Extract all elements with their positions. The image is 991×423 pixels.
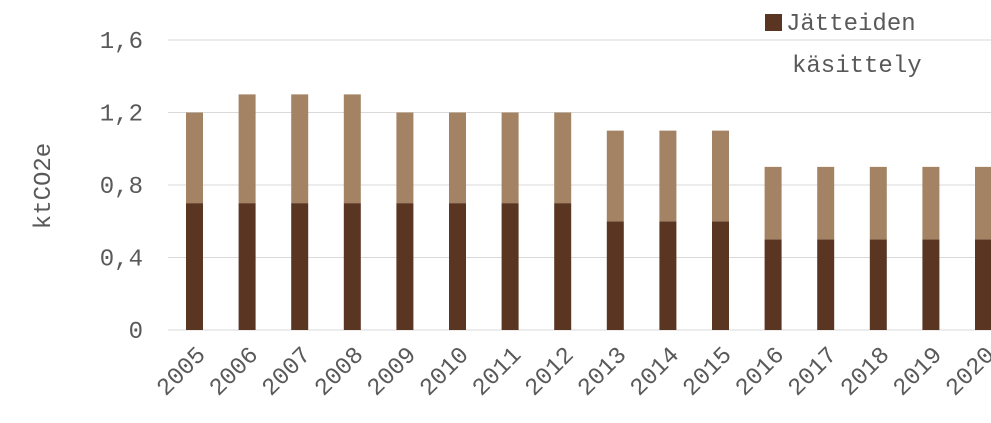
y-tick-label: 0,8 [100, 174, 143, 201]
bar-segment-jatteiden-kasittely [186, 203, 203, 330]
bar-segment-upper [291, 94, 309, 204]
bar-segment-upper [922, 166, 940, 240]
bar-segment-jatteiden-kasittely [343, 203, 361, 330]
x-tick-label: 2010 [415, 343, 475, 403]
bar-segment-jatteiden-kasittely [238, 203, 256, 330]
x-tick-label: 2012 [521, 343, 581, 403]
bar-segment-jatteiden-kasittely [922, 239, 940, 330]
x-tick-label: 2008 [310, 343, 370, 403]
x-tick-label: 2013 [573, 343, 633, 403]
x-tick-label: 2007 [258, 343, 318, 403]
bar-segment-jatteiden-kasittely [291, 203, 309, 330]
x-tick-label: 2016 [731, 343, 791, 403]
bar-segment-upper [659, 130, 677, 222]
bar-segment-upper [186, 112, 203, 204]
bar-segment-upper [343, 94, 361, 204]
x-tick-label: 2018 [836, 343, 896, 403]
x-tick-label: 2006 [205, 343, 265, 403]
y-tick-label: 0,4 [100, 247, 143, 274]
bar-segment-jatteiden-kasittely [712, 221, 729, 330]
bar-segment-upper [606, 130, 624, 222]
bar-segment-upper [554, 112, 572, 204]
bar-segment-upper [817, 166, 835, 240]
bar-segment-jatteiden-kasittely [869, 239, 887, 330]
y-tick-label: 0 [129, 319, 143, 346]
y-tick-label: 1,6 [100, 29, 143, 56]
bar-segment-jatteiden-kasittely [501, 203, 519, 330]
bar-segment-jatteiden-kasittely [764, 239, 782, 330]
bars [186, 94, 991, 330]
legend-label-line-2: käsittely [792, 53, 922, 80]
bar-segment-upper [396, 112, 414, 204]
bar-segment-upper [449, 112, 466, 204]
bar-segment-jatteiden-kasittely [396, 203, 414, 330]
bar-segment-upper [869, 166, 887, 240]
bar-segment-jatteiden-kasittely [606, 221, 624, 330]
x-tick-label: 2011 [468, 343, 528, 403]
x-tick-label: 2009 [363, 343, 423, 403]
y-tick-label: 1,2 [100, 102, 143, 129]
bar-segment-upper [764, 166, 782, 240]
bar-segment-jatteiden-kasittely [449, 203, 466, 330]
bar-segment-jatteiden-kasittely [817, 239, 835, 330]
bar-segment-upper [975, 166, 991, 240]
legend-swatch [765, 14, 782, 31]
x-tick-label: 2019 [889, 343, 949, 403]
legend: Jätteiden käsittely [765, 11, 922, 80]
bar-segment-jatteiden-kasittely [554, 203, 572, 330]
bar-segment-jatteiden-kasittely [975, 239, 991, 330]
y-axis-title: ktCO2e [31, 143, 58, 229]
bar-segment-upper [712, 130, 729, 222]
bar-segment-upper [238, 94, 256, 204]
bar-segment-jatteiden-kasittely [659, 221, 677, 330]
legend-label-line-1: Jätteiden [786, 11, 916, 38]
x-tick-label: 2015 [678, 343, 738, 403]
x-tick-label: 2005 [152, 343, 212, 403]
bar-segment-upper [501, 112, 519, 204]
x-tick-label: 2014 [626, 343, 686, 403]
y-axis-tick-labels: 0 0,4 0,8 1,2 1,6 [100, 29, 143, 346]
x-axis-tick-labels: 2005200620072008200920102011201220132014… [152, 343, 991, 403]
x-tick-label: 2020 [941, 343, 991, 403]
x-tick-label: 2017 [784, 343, 844, 403]
